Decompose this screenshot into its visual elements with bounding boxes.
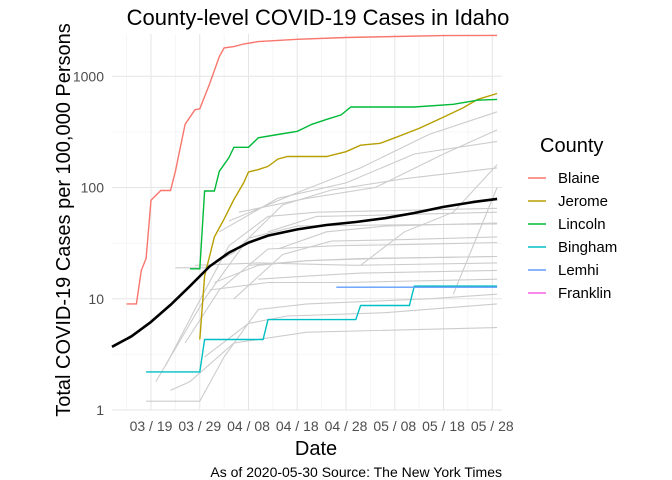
y-axis-ticks: 1 10 100 1000 <box>73 68 104 418</box>
other-county-lines <box>146 111 498 402</box>
other-county-line <box>155 223 498 382</box>
other-county-line <box>175 167 498 269</box>
x-tick-label: 04 / 28 <box>325 418 368 434</box>
y-tick-label: 100 <box>81 180 105 196</box>
other-county-line <box>238 129 498 213</box>
other-county-line <box>209 278 498 291</box>
legend: County Blaine Jerome Lincoln Bingham Lemhi Fr… <box>528 135 617 302</box>
other-county-line <box>452 187 498 295</box>
other-county-line <box>194 262 498 266</box>
other-county-line <box>267 211 498 233</box>
other-county-line <box>170 327 498 391</box>
series-line-lincoln <box>190 98 498 270</box>
other-county-line <box>204 303 498 358</box>
series-line-jerome <box>199 92 498 340</box>
legend-label-lemhi: Lemhi <box>558 262 599 279</box>
x-tick-label: 03 / 19 <box>130 418 173 434</box>
state-trend <box>111 197 498 348</box>
other-county-line <box>360 164 498 266</box>
legend-label-lincoln: Lincoln <box>558 216 606 233</box>
other-county-line <box>277 222 498 250</box>
x-tick-label: 03 / 29 <box>178 418 221 434</box>
legend-label-franklin: Franklin <box>558 285 611 302</box>
y-tick-label: 1000 <box>73 68 104 84</box>
other-county-line <box>146 293 498 402</box>
x-tick-label: 04 / 18 <box>276 418 319 434</box>
other-county-line <box>233 236 498 300</box>
county-lines <box>126 34 498 373</box>
other-county-line <box>219 140 498 233</box>
other-county-line <box>184 242 498 344</box>
x-axis-label: Date <box>295 438 337 460</box>
state-trend-line <box>111 197 498 348</box>
caption: As of 2020-05-30 Source: The New York Ti… <box>210 464 502 480</box>
x-tick-label: 05 / 18 <box>422 418 465 434</box>
y-axis-label: Total COVID-19 Cases per 100,000 Persons <box>53 23 75 417</box>
x-tick-label: 05 / 08 <box>373 418 416 434</box>
legend-label-bingham: Bingham <box>558 239 617 256</box>
other-county-line <box>228 111 498 222</box>
plot-grid <box>112 34 502 411</box>
x-tick-label: 04 / 08 <box>227 418 270 434</box>
other-county-line <box>165 207 498 366</box>
x-tick-label: 05 / 28 <box>471 418 514 434</box>
legend-label-blaine: Blaine <box>558 170 600 187</box>
series-line-bingham <box>146 285 498 373</box>
y-tick-label: 10 <box>88 291 104 307</box>
y-tick-label: 1 <box>96 402 104 418</box>
series-line-blaine <box>126 34 498 305</box>
x-axis-ticks: 03 / 19 03 / 29 04 / 08 04 / 18 04 / 28 05 / … <box>130 418 514 434</box>
chart-title: County-level COVID-19 Cases in Idaho <box>127 5 510 30</box>
legend-label-jerome: Jerome <box>558 193 608 210</box>
legend-title: County <box>540 135 603 157</box>
other-county-line <box>258 269 498 280</box>
